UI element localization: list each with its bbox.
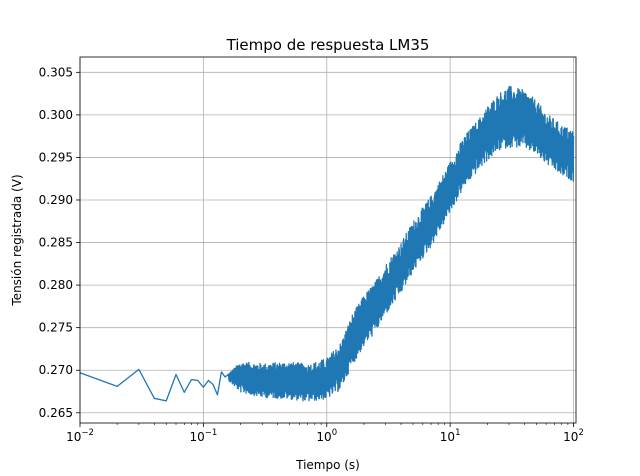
x-tick-label: 100	[316, 428, 337, 444]
y-tick-label: 0.285	[39, 236, 73, 250]
y-tick-label: 0.305	[39, 65, 73, 79]
y-tick-label: 0.270	[39, 363, 73, 377]
y-tick-label: 0.295	[39, 150, 73, 164]
y-axis-label: Tensión registrada (V)	[10, 174, 24, 306]
plot-frame	[79, 56, 577, 424]
axis-ticks: 10−2 10−1 100 101 102 0.265 0.270 0.275 0.280 0.2…	[39, 65, 584, 444]
y-tick-label: 0.290	[39, 193, 73, 207]
y-tick-label: 0.280	[39, 278, 73, 292]
x-tick-label: 101	[440, 428, 461, 444]
series-line	[79, 85, 575, 402]
x-tick-label: 10−1	[189, 428, 217, 444]
series-layer	[79, 85, 575, 402]
y-tick-label: 0.275	[39, 321, 73, 335]
y-tick-label: 0.300	[39, 108, 73, 122]
y-tick-label: 0.265	[39, 406, 73, 420]
x-tick-label: 10−2	[66, 428, 94, 444]
chart-title: Tiempo de respuesta LM35	[226, 36, 430, 54]
x-tick-label: 102	[563, 428, 584, 444]
x-axis-label: Tiempo (s)	[295, 458, 360, 472]
